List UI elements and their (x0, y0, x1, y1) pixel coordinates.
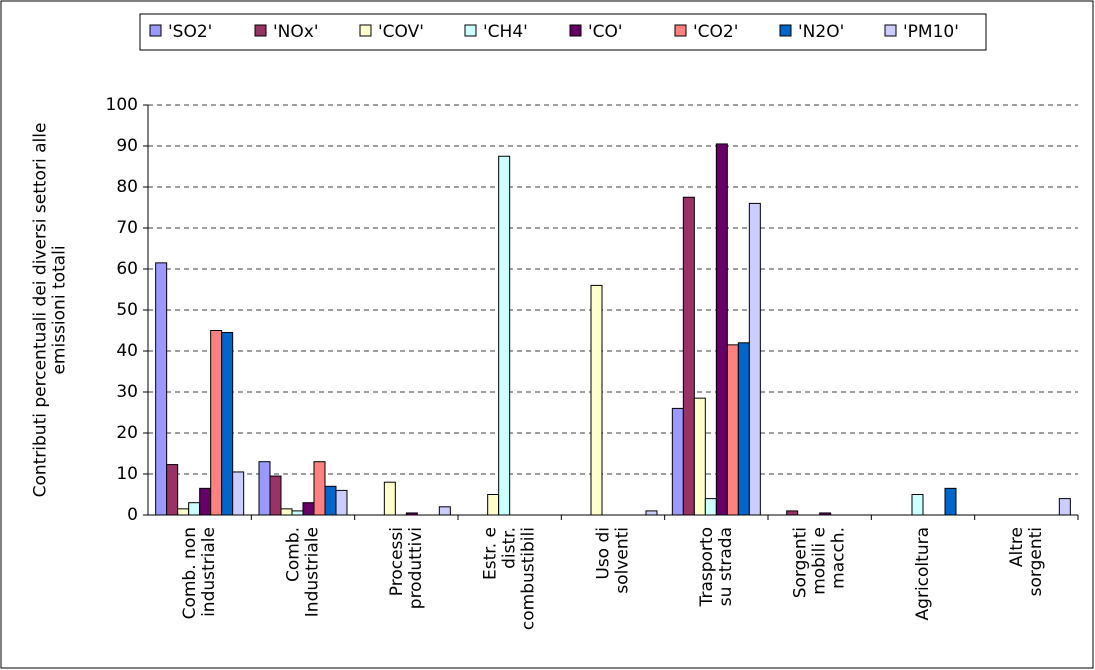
legend-label: 'NOx' (273, 22, 319, 42)
bar (748, 202, 761, 516)
bar (221, 332, 234, 516)
bar (335, 489, 348, 516)
legend-swatch (884, 24, 897, 37)
bar (1058, 498, 1071, 516)
bar (704, 498, 717, 516)
legend-label: 'CH4' (483, 22, 528, 42)
x-tick-label: Trasportosu strada (697, 527, 736, 607)
bar (166, 464, 179, 516)
legend-swatch (359, 24, 372, 37)
legend-swatch (464, 24, 477, 37)
legend-label: 'CO' (588, 22, 623, 42)
y-tick-label: 20 (116, 423, 138, 443)
bar (944, 487, 957, 516)
bar (383, 481, 396, 516)
bar (177, 508, 190, 516)
x-tick-label: Altresorgenti (1007, 527, 1046, 596)
bar (199, 487, 212, 516)
x-tick-label: Sorgentimobili emacch. (791, 527, 849, 598)
y-tick-label: 40 (116, 341, 138, 361)
x-tick-label: Estr. edistr.combustibili (481, 527, 539, 630)
bar (155, 262, 168, 516)
bar (269, 475, 282, 516)
legend-label: 'CO2' (693, 22, 738, 42)
bar (188, 502, 201, 516)
bar (324, 485, 337, 516)
legend-swatch (254, 24, 267, 37)
bar (302, 502, 315, 516)
bar (911, 494, 924, 516)
bar (786, 510, 799, 516)
legend-label: 'N2O' (798, 22, 844, 42)
x-tick-label: Comb. nonindustriale (180, 527, 219, 619)
bar (498, 155, 511, 516)
legend-swatch (569, 24, 582, 37)
bar (291, 510, 304, 516)
legend-swatch (149, 24, 162, 37)
bar (210, 330, 223, 516)
legend-label: 'SO2' (168, 22, 212, 42)
legend-swatch (674, 24, 687, 37)
bar (645, 510, 658, 516)
bar (737, 342, 750, 516)
y-tick-label: 10 (116, 464, 138, 484)
y-tick-label: 60 (116, 259, 138, 279)
x-tick-label: Uso disolventi (594, 527, 633, 594)
bar (280, 508, 293, 516)
y-tick-label: 70 (116, 218, 138, 238)
x-tick-label: Processiproduttivi (387, 527, 426, 609)
bar (258, 461, 271, 516)
bar (693, 397, 706, 516)
bar (671, 407, 684, 516)
bar (715, 143, 728, 516)
bar (590, 284, 603, 516)
x-tick-label: Comb.Industriale (284, 527, 323, 617)
legend (139, 13, 987, 51)
y-tick-label: 30 (116, 382, 138, 402)
y-tick-label: 80 (116, 177, 138, 197)
legend-label: 'COV' (378, 22, 424, 42)
y-tick-label: 100 (106, 95, 138, 115)
bar (682, 196, 695, 516)
bar (438, 506, 451, 516)
x-tick-label: Agricoltura (913, 527, 933, 620)
legend-label: 'PM10' (903, 22, 959, 42)
y-axis-label: Contributi percentuali dei diversi setto… (31, 123, 70, 498)
y-tick-label: 0 (127, 505, 138, 525)
y-tick-label: 90 (116, 136, 138, 156)
legend-swatch (779, 24, 792, 37)
bar (726, 344, 739, 516)
bar (232, 471, 245, 516)
bar (313, 461, 326, 516)
y-tick-label: 50 (116, 300, 138, 320)
bar (487, 494, 500, 516)
